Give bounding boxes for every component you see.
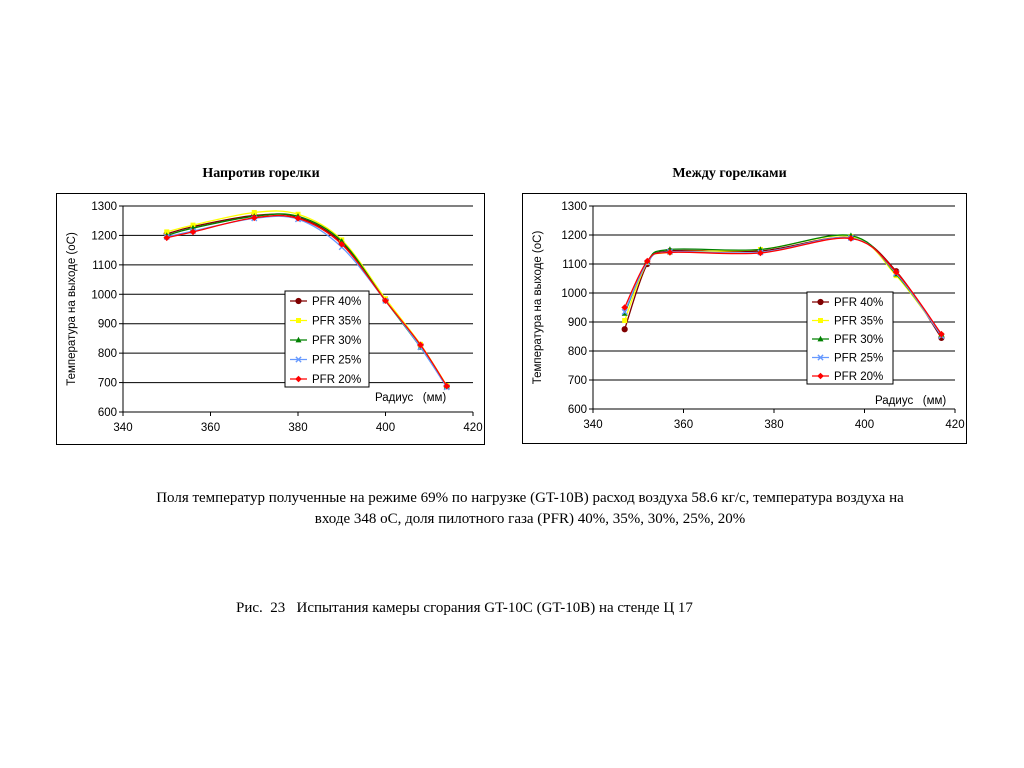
right-point-1-0 [622, 318, 628, 324]
left-x-tick-label-340: 340 [113, 422, 132, 434]
left-y-tick-label-1200: 1200 [91, 230, 117, 242]
left-x-tick-label-380: 380 [288, 422, 307, 434]
right-point-4-1 [644, 257, 651, 265]
figure-caption: Рис. 23 Испытания камеры сгорания GT-10C… [236, 600, 693, 616]
left-point-4-2 [250, 214, 258, 222]
right-point-4-4 [847, 235, 855, 242]
left-y-tick-label-900: 900 [98, 319, 117, 331]
chart-right-svg: 600 700 800 900 1000 1100 1200 1300 340 360 380 400… [532, 201, 965, 431]
right-point-4-6 [938, 330, 945, 338]
right-y-tick-label-1000: 1000 [561, 288, 587, 300]
right-x-tick-label-420: 420 [945, 419, 964, 431]
right-x-tick-label-380: 380 [764, 419, 783, 431]
left-series-line-4 [166, 214, 448, 387]
left-legend-label-0: PFR 40% [312, 296, 361, 308]
left-y-axis-label: Температура на выходе (оС) [66, 232, 78, 386]
right-y-axis-label: Температура на выходе (оС) [532, 231, 544, 385]
right-legend-label-3: PFR 25% [834, 353, 883, 365]
right-legend-label-2: PFR 30% [834, 334, 883, 346]
left-point-1-0 [164, 229, 170, 235]
right-y-tick-label-1200: 1200 [561, 230, 587, 242]
chart-left-svg: 600 700 800 900 1000 1100 1200 1300 340 360 380 400… [66, 201, 483, 434]
chart-left: 600 700 800 900 1000 1100 1200 1300 340 360 380 400… [56, 193, 485, 445]
left-y-tick-label-1100: 1100 [92, 260, 117, 272]
left-legend-marker-2 [295, 336, 302, 343]
right-legend-marker-1 [818, 318, 823, 323]
left-legend-marker-4 [295, 375, 302, 383]
right-point-4-2 [666, 249, 674, 256]
right-point-3-0 [621, 308, 628, 315]
chart-right: 600 700 800 900 1000 1100 1200 1300 340 360 380 400… [522, 193, 967, 444]
right-legend-label-0: PFR 40% [834, 297, 883, 309]
left-legend-marker-3 [295, 356, 302, 363]
left-x-axis-label: Радиус (мм) [375, 392, 446, 404]
right-legend-label-4: PFR 20% [834, 371, 883, 383]
right-point-4-0 [621, 304, 628, 311]
left-point-1-2 [251, 209, 257, 215]
right-y-tick-label-1100: 1100 [562, 259, 587, 271]
left-legend-label-1: PFR 35% [312, 316, 361, 328]
left-legend-label-3: PFR 25% [312, 355, 361, 367]
right-y-tick-label-600: 600 [568, 404, 587, 416]
left-x-tick-label-400: 400 [376, 422, 395, 434]
right-x-tick-label-360: 360 [674, 419, 693, 431]
left-x-tick-label-360: 360 [201, 422, 220, 434]
left-y-tick-label-600: 600 [98, 407, 117, 419]
right-point-4-3 [757, 249, 764, 257]
caption-line-1: Поля температур полученные на режиме 69%… [156, 490, 904, 506]
right-point-4-5 [892, 268, 900, 276]
caption: Поля температур полученные на режиме 69%… [60, 488, 1000, 530]
right-legend-marker-0 [817, 298, 824, 306]
right-x-tick-label-400: 400 [855, 419, 874, 431]
left-point-4-7 [443, 382, 451, 390]
right-y-tick-label-700: 700 [568, 375, 587, 387]
chart-title-left: Напротив горелки [202, 166, 320, 181]
right-y-tick-label-900: 900 [568, 317, 587, 329]
right-legend-marker-3 [817, 354, 824, 361]
left-y-tick-label-700: 700 [98, 378, 117, 390]
right-point-0-0 [621, 326, 628, 333]
left-legend-marker-0 [295, 297, 302, 305]
chart-title-right: Между горелками [672, 166, 787, 181]
left-point-4-6 [417, 341, 424, 349]
left-point-4-4 [338, 240, 346, 248]
right-x-axis-label: Радиус (мм) [875, 395, 946, 407]
left-legend-label-2: PFR 30% [312, 335, 361, 347]
right-x-tick-label-340: 340 [583, 419, 602, 431]
right-legend-marker-2 [817, 335, 824, 342]
left-series-line-3 [166, 215, 448, 388]
left-y-tick-label-1300: 1300 [91, 201, 117, 213]
left-legend-marker-1 [296, 318, 301, 323]
right-legend-label-1: PFR 35% [834, 316, 883, 328]
left-x-tick-label-420: 420 [463, 422, 482, 434]
left-point-4-0 [163, 234, 171, 242]
left-y-tick-label-1000: 1000 [91, 289, 117, 301]
right-y-tick-label-1300: 1300 [561, 201, 587, 213]
right-y-tick-label-800: 800 [568, 346, 587, 358]
left-legend-label-4: PFR 20% [312, 374, 361, 386]
left-y-tick-label-800: 800 [98, 348, 117, 360]
caption-line-2: входе 348 оС, доля пилотного газа (PFR) … [314, 511, 746, 527]
